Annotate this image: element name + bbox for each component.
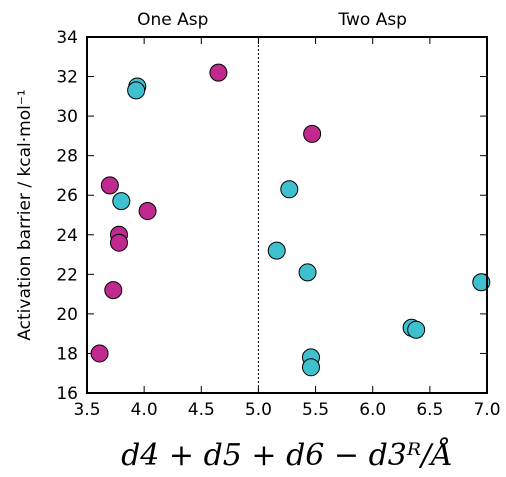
region-label-two-asp: Two Asp <box>337 10 407 30</box>
x-tick-label: 7.0 <box>473 400 500 420</box>
data-point-magenta <box>90 344 109 363</box>
data-point-cyan <box>280 180 299 199</box>
x-axis-label: d4 + d5 + d6 − d3ᴿ/Å <box>121 437 453 473</box>
y-tick-label: 18 <box>56 344 78 364</box>
x-tick-label: 3.5 <box>73 400 100 420</box>
y-axis-label: Activation barrier / kcal·mol⁻¹ <box>15 89 35 340</box>
x-tick-label: 6.5 <box>416 400 443 420</box>
data-point-cyan <box>407 320 426 339</box>
y-tick-label: 26 <box>56 186 78 206</box>
y-tick-label: 24 <box>56 226 78 246</box>
y-tick-label: 32 <box>56 68 78 88</box>
tick-labels: 3.5 4.0 4.5 5.0 5.5 6.0 6.5 7.0 16 18 20 22 24 26 28 30… <box>56 28 500 420</box>
data-point-magenta <box>100 176 119 195</box>
x-tick-label: 5.0 <box>245 400 272 420</box>
data-point-cyan <box>302 358 320 377</box>
y-tick-label: 20 <box>56 305 78 325</box>
plot-frame <box>86 36 488 394</box>
y-tick-label: 28 <box>56 147 78 167</box>
y-tick-label: 34 <box>56 28 78 48</box>
data-point-magenta <box>209 63 228 82</box>
data-point-cyan <box>472 273 491 292</box>
x-tick-label: 5.5 <box>302 400 329 420</box>
data-point-magenta <box>303 124 322 143</box>
x-tick-label: 6.0 <box>359 400 386 420</box>
data-point-cyan <box>127 81 146 100</box>
data-points <box>90 63 491 377</box>
data-point-cyan <box>267 241 286 260</box>
data-point-magenta <box>138 202 157 221</box>
region-label-one-asp: One Asp <box>137 10 208 30</box>
data-point-cyan <box>298 263 317 282</box>
data-point-magenta <box>110 233 128 252</box>
y-tick-label: 16 <box>56 384 78 404</box>
data-point-cyan <box>112 192 131 211</box>
y-tick-label: 22 <box>56 265 78 285</box>
x-tick-label: 4.0 <box>131 400 158 420</box>
data-point-magenta <box>104 281 123 300</box>
y-tick-label: 30 <box>56 107 78 127</box>
x-tick-label: 4.5 <box>188 400 215 420</box>
